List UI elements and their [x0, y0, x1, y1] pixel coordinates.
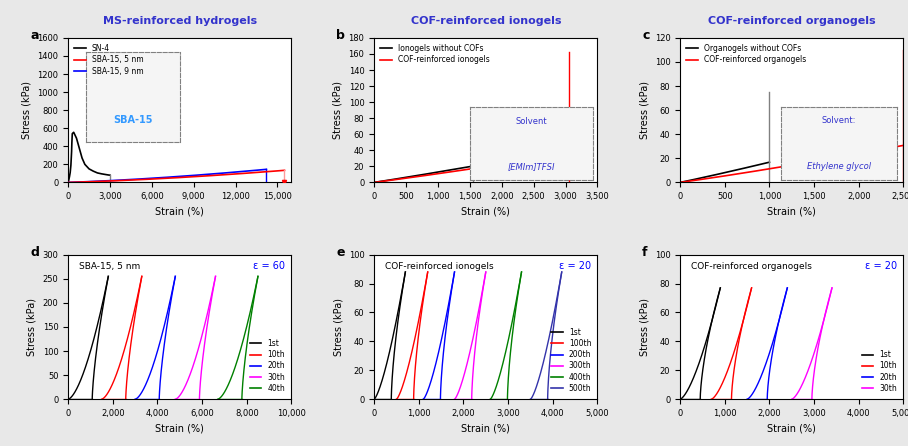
Legend: Organogels without COFs, COF-reinforced organogels: Organogels without COFs, COF-reinforced …: [684, 42, 808, 66]
Text: ε = 20: ε = 20: [558, 261, 591, 271]
Y-axis label: Stress (kPa): Stress (kPa): [22, 81, 32, 139]
Text: ε = 20: ε = 20: [864, 261, 897, 271]
Text: e: e: [336, 246, 345, 259]
X-axis label: Strain (%): Strain (%): [767, 206, 816, 217]
Y-axis label: Stress (kPa): Stress (kPa): [333, 298, 343, 356]
X-axis label: Strain (%): Strain (%): [155, 206, 204, 217]
Legend: Ionogels without COFs, COF-reinforced ionogels: Ionogels without COFs, COF-reinforced io…: [378, 42, 492, 66]
Text: COF-reinforced organogels: COF-reinforced organogels: [708, 16, 875, 25]
Text: a: a: [30, 29, 39, 42]
Text: MS-reinforced hydrogels: MS-reinforced hydrogels: [103, 16, 257, 25]
Y-axis label: Stress (kPa): Stress (kPa): [27, 298, 37, 356]
Text: COF-reinforced organogels: COF-reinforced organogels: [691, 262, 812, 271]
Text: d: d: [30, 246, 39, 259]
Text: SBA-15, 5 nm: SBA-15, 5 nm: [79, 262, 141, 271]
Y-axis label: Stress (kPa): Stress (kPa): [639, 298, 649, 356]
Text: COF-reinforced ionogels: COF-reinforced ionogels: [410, 16, 561, 25]
Y-axis label: Stress (kPa): Stress (kPa): [639, 81, 649, 139]
Legend: 1st, 100th, 200th, 300th, 400th, 500th: 1st, 100th, 200th, 300th, 400th, 500th: [548, 325, 594, 395]
Legend: SN-4, SBA-15, 5 nm, SBA-15, 9 nm: SN-4, SBA-15, 5 nm, SBA-15, 9 nm: [72, 42, 145, 78]
X-axis label: Strain (%): Strain (%): [461, 206, 510, 217]
Text: ε = 60: ε = 60: [252, 261, 285, 271]
Y-axis label: Stress (kPa): Stress (kPa): [333, 81, 343, 139]
X-axis label: Strain (%): Strain (%): [767, 423, 816, 434]
Text: COF-reinforced ionogels: COF-reinforced ionogels: [385, 262, 494, 271]
Text: b: b: [336, 29, 345, 42]
X-axis label: Strain (%): Strain (%): [155, 423, 204, 434]
X-axis label: Strain (%): Strain (%): [461, 423, 510, 434]
Legend: 1st, 10th, 20th, 30th: 1st, 10th, 20th, 30th: [860, 348, 900, 395]
Text: c: c: [642, 29, 649, 42]
Text: f: f: [642, 246, 647, 259]
Legend: 1st, 10th, 20th, 30th, 40th: 1st, 10th, 20th, 30th, 40th: [248, 337, 288, 395]
